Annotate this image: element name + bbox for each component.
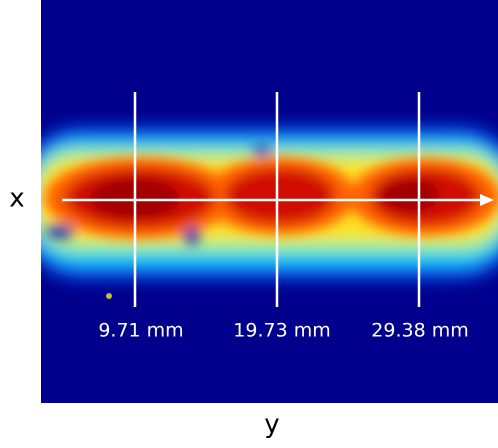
heatmap <box>41 0 498 403</box>
marker-label: 29.38 mm <box>371 320 468 342</box>
x-label: x <box>9 184 24 214</box>
arrow-head <box>480 194 494 206</box>
marker-label: 19.73 mm <box>233 320 330 342</box>
y-label: y <box>264 410 279 440</box>
marker-label: 9.71 mm <box>98 320 183 342</box>
markers <box>62 92 484 307</box>
